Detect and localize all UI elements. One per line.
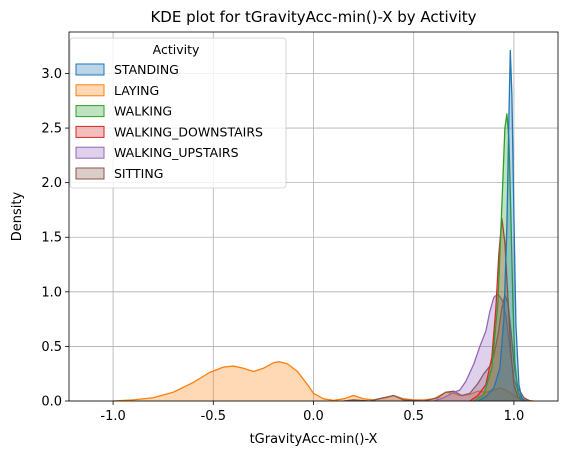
- y-tick-label: 0.0: [41, 395, 62, 410]
- legend-swatch-standing: [75, 63, 105, 76]
- legend-title: Activity: [153, 42, 200, 57]
- y-tick-label: 2.5: [41, 122, 62, 137]
- legend-swatch-walking: [75, 105, 105, 118]
- kde-line-standing: [477, 49, 527, 401]
- chart-title: KDE plot for tGravityAcc-min()-X by Acti…: [150, 8, 476, 26]
- legend-label-walking-upstairs: WALKING_UPSTAIRS: [114, 145, 239, 160]
- legend-label-walking: WALKING: [114, 104, 172, 119]
- y-tick-label: 1.5: [41, 231, 62, 246]
- kde-line-walking: [473, 113, 523, 401]
- legend-label-laying: LAYING: [114, 83, 159, 98]
- kde-area-sitting: [343, 295, 530, 401]
- y-axis-label: Density: [10, 191, 25, 241]
- x-tick-label: 0.0: [303, 409, 324, 424]
- legend-box: [69, 37, 287, 189]
- kde-area-laying: [113, 361, 534, 401]
- x-tick-label: -1.0: [100, 409, 125, 424]
- kde-area-standing: [477, 50, 526, 401]
- y-tick-label: 0.5: [41, 340, 62, 355]
- legend-swatch-walking-downstairs: [75, 125, 105, 138]
- legend-label-walking-downstairs: WALKING_DOWNSTAIRS: [114, 124, 263, 139]
- y-tick-label: 2.0: [41, 176, 62, 191]
- legend-swatch-laying: [75, 84, 105, 97]
- legend-swatch-walking-upstairs: [75, 146, 105, 159]
- legend-label-standing: STANDING: [114, 62, 179, 77]
- ticks: -1.0 -0.5 0.0 0.5 1.0 0.0 0.5 1.0 1.5 2.0 2.5 3.0: [41, 67, 524, 424]
- y-tick-label: 1.0: [41, 285, 62, 300]
- x-tick-label: 0.5: [403, 409, 424, 424]
- legend: Activity STANDING LAYING WALKING WALKING_DOW…: [69, 37, 287, 189]
- legend-swatch-sitting: [75, 167, 105, 180]
- x-axis-label: tGravityAcc-min()-X: [250, 432, 378, 447]
- y-tick-label: 3.0: [41, 67, 62, 82]
- x-tick-label: 1.0: [504, 409, 525, 424]
- x-tick-label: -0.5: [201, 409, 226, 424]
- series-layer: [113, 49, 535, 401]
- kde-line-sitting: [343, 294, 531, 401]
- legend-label-sitting: SITTING: [114, 166, 163, 181]
